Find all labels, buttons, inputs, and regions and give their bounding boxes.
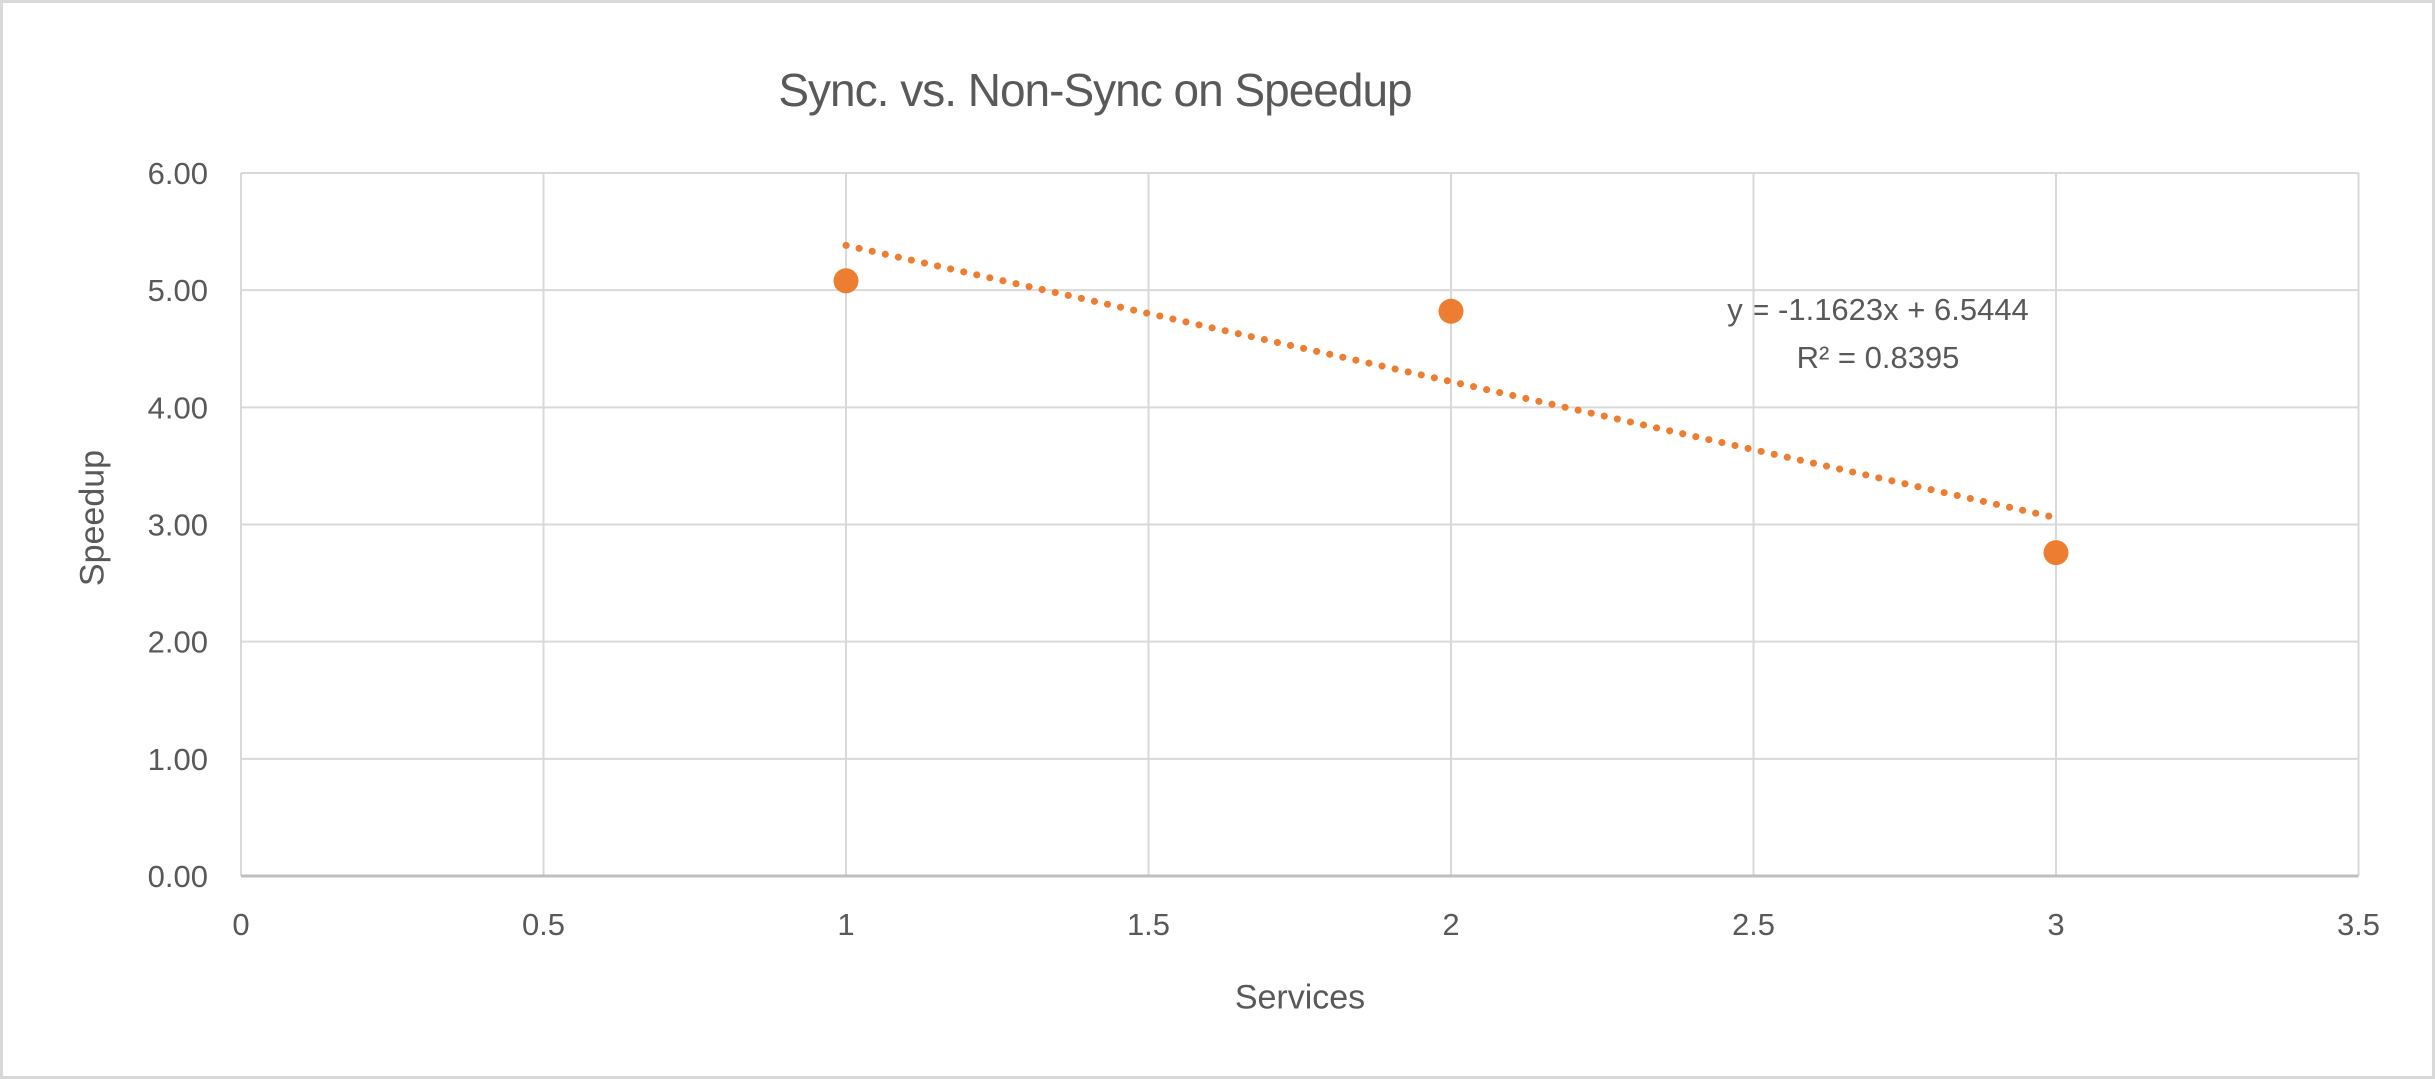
y-tick-label: 2.00 xyxy=(148,625,208,660)
x-tick-label: 1 xyxy=(837,907,854,942)
data-point xyxy=(2043,540,2069,566)
data-point xyxy=(1438,298,1464,324)
x-tick-label: 0 xyxy=(232,907,249,942)
data-point xyxy=(833,268,859,294)
y-tick-label: 6.00 xyxy=(148,156,208,191)
x-tick-label: 3 xyxy=(2047,907,2064,942)
x-tick-label: 2 xyxy=(1442,907,1459,942)
y-tick-label: 5.00 xyxy=(148,273,208,308)
x-tick-label: 3.5 xyxy=(2337,907,2380,942)
x-tick-label: 0.5 xyxy=(522,907,565,942)
trendline-dotted xyxy=(842,241,2060,522)
chart-title: Sync. vs. Non-Sync on Speedup xyxy=(778,64,1412,116)
y-tick-label: 3.00 xyxy=(148,508,208,543)
x-axis-title: Services xyxy=(1234,978,1366,1017)
y-tick-label: 0.00 xyxy=(148,859,208,894)
y-tick-label: 1.00 xyxy=(148,742,208,777)
x-tick-label: 2.5 xyxy=(1732,907,1775,942)
trendline-equation: y = -1.1623x + 6.5444 xyxy=(1727,292,2029,327)
trendline-r-squared: R² = 0.8395 xyxy=(1796,340,1960,376)
x-tick-label: 1.5 xyxy=(1127,907,1170,942)
y-tick-label: 4.00 xyxy=(148,390,208,425)
trendline-annotation: y = -1.1623x + 6.5444 R² = 0.8395 xyxy=(1727,286,2029,382)
scatter-plot: 0 0.5 1 1.5 2 2.5 3 3.5 0.00 1.00 2.00 3.00 4.00 5.00… xyxy=(148,156,2380,942)
